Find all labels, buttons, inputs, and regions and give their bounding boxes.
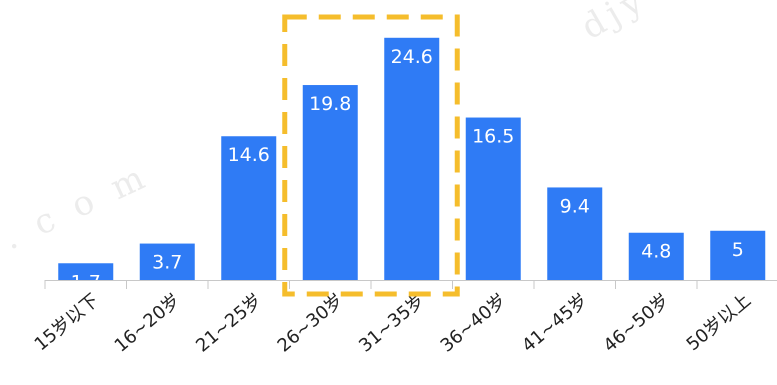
bar-9 — [710, 230, 766, 280]
x-tick-label-6: 36~40岁 — [437, 290, 511, 357]
x-axis-tick-labels: 15岁以下 16~20岁 21~25岁 26~30岁 31~35岁 36~40岁 41~45… — [31, 290, 755, 357]
x-tick-label-3: 21~25岁 — [192, 290, 266, 357]
highlight-box — [282, 14, 460, 297]
x-tick-label-8: 46~50岁 — [600, 290, 674, 357]
bar-8 — [628, 232, 684, 280]
data-label-6: 16.5 — [472, 126, 514, 148]
x-tick-label-7: 41~45岁 — [518, 290, 592, 357]
x-tick-label-9: 50岁以上 — [683, 290, 755, 356]
data-label-8: 4.8 — [641, 241, 671, 263]
data-label-7: 9.4 — [560, 195, 590, 217]
watermark-left: . c o m — [0, 156, 156, 259]
bar-6 — [465, 117, 521, 281]
bar-7 — [547, 187, 603, 280]
data-label-9: 5 — [732, 239, 744, 261]
bar-4 — [302, 85, 358, 281]
x-tick-label-1: 15岁以下 — [31, 290, 103, 356]
x-tick-label-5: 31~35岁 — [355, 290, 429, 357]
bars-group — [58, 37, 766, 281]
data-label-5: 24.6 — [391, 46, 433, 68]
data-label-4: 19.8 — [309, 93, 351, 115]
x-tick-label-2: 16~20岁 — [111, 290, 185, 357]
data-label-3: 14.6 — [228, 144, 270, 166]
x-axis-ticks — [44, 280, 698, 289]
bar-2 — [139, 243, 195, 280]
bar-3 — [221, 136, 277, 280]
data-label-1: 1.7 — [71, 271, 101, 293]
bar-5 — [384, 37, 440, 281]
data-labels-group: 1.7 3.7 14.6 19.8 24.6 16.5 9.4 4.8 5 — [71, 46, 744, 293]
x-tick-label-4: 26~30岁 — [274, 290, 348, 357]
bar-1 — [58, 263, 114, 280]
watermark-top: djy — [575, 0, 655, 48]
data-label-2: 3.7 — [152, 252, 182, 274]
